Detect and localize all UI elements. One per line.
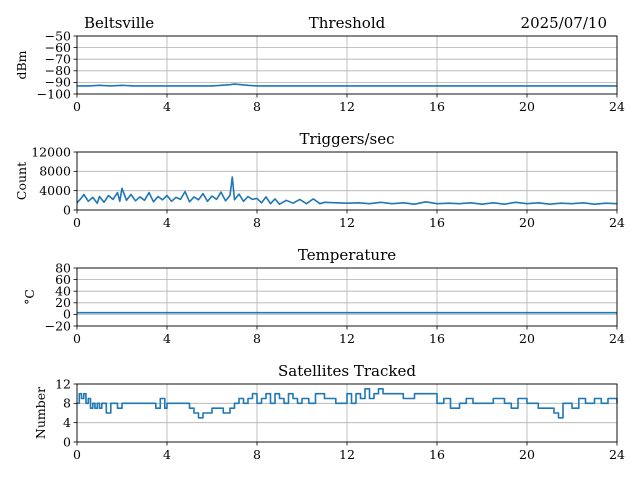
y-tick-label: 4000 (39, 183, 71, 198)
x-tick-label: 12 (339, 447, 355, 462)
y-axis-label: dBm (14, 50, 29, 79)
x-tick-label: 4 (163, 99, 171, 114)
y-tick-label: 0 (63, 307, 71, 322)
y-tick-label: 40 (55, 284, 71, 299)
y-tick-label: 8 (63, 396, 71, 411)
y-tick-label: −60 (45, 40, 71, 55)
y-tick-label: 12 (55, 376, 71, 391)
x-tick-label: 8 (253, 99, 261, 114)
header-location: Beltsville (84, 14, 154, 32)
chart-panel-4: Satellites Tracked 0 4 8 12 16 20 24 0 4 8 12 Number (33, 362, 625, 462)
x-tick-label: 0 (73, 215, 81, 230)
y-tick-label: 12000 (31, 144, 71, 159)
x-tick-label: 0 (73, 99, 81, 114)
y-axis-label: °C (22, 289, 37, 305)
y-tick-label: −50 (45, 28, 71, 43)
x-tick-label: 16 (429, 331, 445, 346)
x-tick-label: 20 (519, 215, 535, 230)
x-tick-label: 24 (609, 331, 625, 346)
x-tick-label: 8 (253, 447, 261, 462)
x-tick-label: 24 (609, 447, 625, 462)
series-line-1 (77, 83, 617, 87)
panel-title: Temperature (298, 246, 396, 264)
x-tick-label: 16 (429, 215, 445, 230)
panel-title: Satellites Tracked (278, 362, 416, 380)
x-tick-label: 12 (339, 331, 355, 346)
y-tick-label: 0 (63, 202, 71, 217)
x-tick-label: 16 (429, 99, 445, 114)
panel-title: Threshold (309, 14, 386, 32)
y-tick-label: 4 (63, 415, 71, 430)
y-tick-label: −70 (45, 52, 71, 67)
x-tick-label: 4 (163, 331, 171, 346)
x-tick-label: 0 (73, 331, 81, 346)
x-tick-label: 24 (609, 99, 625, 114)
panel-title: Triggers/sec (300, 130, 395, 148)
x-tick-label: 12 (339, 215, 355, 230)
y-tick-label: −80 (45, 63, 71, 78)
y-tick-label: −100 (37, 86, 71, 101)
chart-panels: Threshold 0 4 8 12 16 20 24 −100−90−80−70−60−50 d… (14, 14, 625, 462)
x-tick-label: 8 (253, 331, 261, 346)
header-date: 2025/07/10 (521, 14, 607, 32)
x-tick-label: 8 (253, 215, 261, 230)
x-tick-label: 0 (73, 447, 81, 462)
y-tick-label: 80 (55, 260, 71, 275)
x-tick-label: 16 (429, 447, 445, 462)
series-line-1 (77, 388, 618, 419)
y-tick-label: 60 (55, 272, 71, 287)
chart-panel-1: Threshold 0 4 8 12 16 20 24 −100−90−80−70−60−50 d… (14, 14, 625, 114)
x-tick-label: 4 (163, 215, 171, 230)
x-tick-label: 24 (609, 215, 625, 230)
chart-panel-2: Triggers/sec 0 4 8 12 16 20 24 0 4000 8000 12000Cou… (14, 130, 625, 230)
x-tick-label: 12 (339, 99, 355, 114)
x-tick-label: 4 (163, 447, 171, 462)
y-tick-label: −90 (45, 75, 71, 90)
x-tick-label: 20 (519, 331, 535, 346)
x-tick-label: 20 (519, 447, 535, 462)
y-axis-label: Count (14, 162, 29, 200)
y-tick-label: 0 (63, 434, 71, 449)
series-line-1 (76, 176, 618, 205)
y-tick-label: 20 (55, 295, 71, 310)
y-tick-label: 8000 (39, 164, 71, 179)
y-axis-label: Number (33, 387, 48, 439)
x-tick-label: 20 (519, 99, 535, 114)
y-tick-label: −20 (45, 318, 71, 333)
